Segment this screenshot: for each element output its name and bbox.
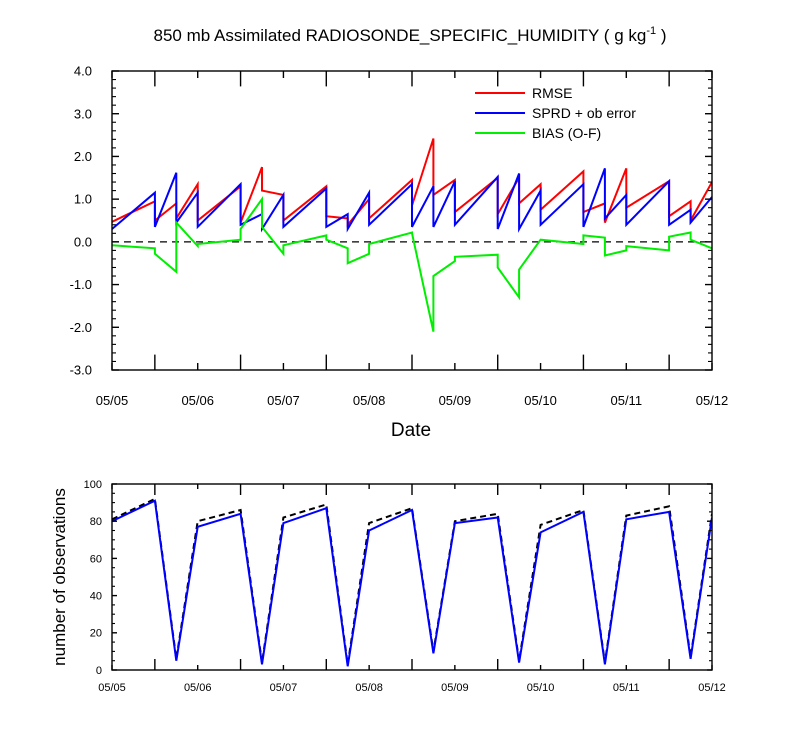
bottom-x-tick-label: 05/10	[527, 682, 555, 694]
bottom-y-tick-label: 80	[90, 516, 102, 528]
x-axis-title: Date	[391, 420, 431, 441]
legend: RMSE SPRD + ob error BIAS (O-F)	[475, 85, 636, 141]
bottom-x-tick-label: 05/07	[270, 682, 298, 694]
top-y-tick-label: -3.0	[70, 363, 92, 378]
bottom-x-tick-label: 05/05	[98, 682, 126, 694]
legend-label-0: RMSE	[532, 85, 572, 101]
top-x-tick-label: 05/07	[267, 393, 300, 408]
top-series-sprd-ob-error	[112, 168, 712, 233]
top-y-tick-label: 3.0	[74, 106, 92, 121]
top-x-tick-label: 05/12	[696, 393, 729, 408]
bottom-x-tick-label: 05/12	[698, 682, 726, 694]
chart-title: 850 mb Assimilated RADIOSONDE_SPECIFIC_H…	[154, 25, 667, 45]
bottom-series-possible	[112, 497, 712, 665]
title-superscript: -1	[646, 25, 656, 37]
top-y-tick-label: 1.0	[74, 192, 92, 207]
top-y-tick-label: -1.0	[70, 277, 92, 292]
bottom-y-tick-label: 0	[96, 665, 102, 677]
bottom-y-tick-label: 60	[90, 553, 102, 565]
bottom-series-assimilated	[112, 499, 712, 667]
y-axis-title-bottom: number of observations	[50, 488, 69, 666]
bottom-x-tick-label: 05/08	[355, 682, 383, 694]
top-panel: 05/05 05/06 05/07 05/08 05/09 05/10 05/11 05/12…	[70, 64, 729, 408]
bottom-x-tick-label: 05/09	[441, 682, 469, 694]
top-y-tick-label: 4.0	[74, 64, 92, 79]
top-x-tick-label: 05/06	[181, 393, 214, 408]
top-y-tick-label: 0.0	[74, 234, 92, 249]
top-series-bias-o-f	[112, 195, 712, 332]
bottom-x-tick-label: 05/06	[184, 682, 212, 694]
bottom-y-tick-label: 40	[90, 590, 102, 602]
top-y-tick-label: 2.0	[74, 149, 92, 164]
bottom-panel: 05/05 05/06 05/07 05/08 05/09 05/10 05/11 05/12…	[84, 479, 726, 694]
top-x-tick-label: 05/08	[353, 393, 386, 408]
top-y-tick-label: -2.0	[70, 320, 92, 335]
bottom-x-tick-label: 05/11	[613, 682, 640, 694]
legend-label-2: BIAS (O-F)	[532, 125, 601, 141]
top-x-tick-label: 05/10	[524, 393, 557, 408]
top-x-tick-label: 05/05	[96, 393, 129, 408]
bottom-y-tick-label: 20	[90, 628, 102, 640]
top-x-tick-label: 05/11	[610, 393, 642, 408]
top-x-tick-label: 05/09	[439, 393, 472, 408]
legend-label-1: SPRD + ob error	[532, 105, 636, 121]
bottom-y-tick-label: 100	[84, 479, 102, 491]
